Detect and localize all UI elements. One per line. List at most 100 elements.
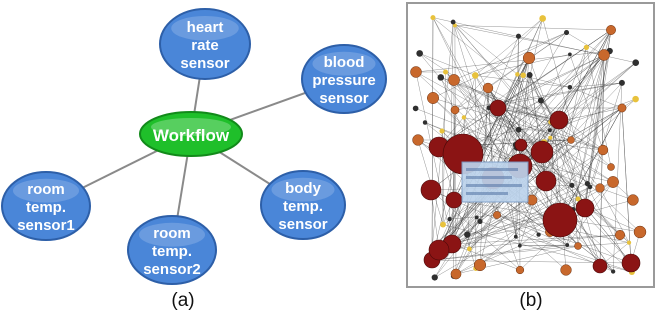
- network-leaf-node: [412, 105, 419, 112]
- network-edge: [584, 207, 641, 233]
- network-edge: [451, 54, 605, 245]
- node-label-line: sensor2: [143, 261, 201, 278]
- node-label-line: room: [153, 225, 191, 242]
- network-hub-node: [621, 253, 641, 273]
- network-leaf-node: [518, 243, 522, 248]
- network-edge: [570, 54, 605, 141]
- network-leaf-node: [515, 33, 522, 39]
- network-edge: [587, 183, 634, 201]
- network-hub-node: [575, 198, 595, 218]
- node-label-line: sensor: [180, 55, 229, 72]
- network-edge: [449, 214, 498, 220]
- network-leaf-node: [526, 72, 533, 78]
- network-edge: [543, 142, 604, 151]
- network-edge: [438, 57, 530, 251]
- network-leaf-node: [575, 196, 581, 202]
- network-edge: [440, 77, 543, 153]
- network-hub-node: [428, 239, 450, 261]
- network-hub-node: [549, 110, 569, 130]
- network-edge: [584, 149, 604, 209]
- network-mid-node: [598, 49, 610, 61]
- network-leaf-node: [632, 59, 640, 67]
- network-edge: [541, 29, 612, 153]
- network-edge: [475, 75, 521, 167]
- network-mid-node: [614, 229, 626, 241]
- network-mid-node: [450, 105, 460, 115]
- network-edge: [612, 82, 623, 272]
- network-mid-node: [606, 25, 616, 35]
- network-leaf-node: [584, 180, 591, 187]
- network-hub-node: [535, 170, 557, 192]
- network-leaf-node: [618, 79, 625, 86]
- network-edge: [431, 17, 434, 261]
- network-edge: [462, 54, 605, 155]
- network-edge: [432, 97, 604, 151]
- network-edge: [415, 50, 610, 73]
- node-label-line: temp.: [26, 199, 66, 216]
- network-edge: [475, 18, 543, 76]
- network-edge: [511, 18, 543, 160]
- network-edge: [487, 87, 551, 123]
- network-edge: [431, 244, 568, 261]
- network-edge: [454, 18, 543, 111]
- network-edge: [454, 25, 612, 31]
- network-edge: [520, 54, 605, 146]
- network-edge: [419, 53, 476, 76]
- network-leaf-node: [632, 95, 639, 103]
- network-mid-node: [482, 82, 494, 94]
- network-edge: [520, 144, 632, 264]
- network-leaf-node: [567, 84, 573, 90]
- network-edge: [515, 144, 601, 189]
- network-leaf-node: [437, 74, 445, 81]
- network-leaf-node: [416, 50, 423, 57]
- network-edge: [516, 62, 636, 148]
- network-leaf-node: [547, 128, 552, 133]
- network-edge: [445, 71, 573, 186]
- network-leaf-node: [610, 269, 616, 274]
- network-leaf-node: [515, 126, 522, 133]
- network-leaf-node: [563, 29, 570, 36]
- network-edge: [453, 32, 567, 81]
- network-edge: [540, 100, 604, 151]
- workflow-node: Workflow: [139, 111, 243, 157]
- network-edge: [432, 181, 614, 261]
- network-leaf-node: [464, 231, 471, 238]
- network-leaf-node: [461, 115, 467, 120]
- network-edge: [438, 54, 605, 251]
- network-mid-node: [617, 103, 627, 113]
- network-mid-node: [560, 264, 572, 276]
- network-leaf-node: [569, 182, 575, 188]
- network-mid-node: [522, 51, 536, 65]
- network-leaf-node: [430, 15, 436, 21]
- network-leaf-node: [466, 246, 472, 252]
- network-leaf-node: [548, 135, 553, 140]
- network-edge: [438, 185, 573, 251]
- network-edge: [469, 180, 547, 250]
- network-hub-node: [514, 138, 528, 152]
- network-graph-panel: (b): [406, 2, 655, 311]
- network-edge: [451, 234, 621, 245]
- network-mid-node: [627, 194, 639, 206]
- network-edge: [438, 107, 623, 251]
- network-edge: [431, 22, 454, 248]
- node-label-line: sensor1: [17, 217, 75, 234]
- network-leaf-node: [565, 243, 570, 248]
- network-tooltip: [461, 161, 529, 203]
- network-edge: [454, 82, 622, 111]
- network-leaf-node: [440, 221, 446, 228]
- network-leaf-node: [422, 120, 428, 125]
- network-mid-node: [607, 176, 619, 188]
- network-edge: [454, 25, 605, 56]
- network-edge: [452, 21, 521, 246]
- network-edge: [559, 29, 612, 221]
- caption-a: (a): [171, 290, 194, 311]
- node-label-line: body: [285, 180, 321, 197]
- network-mid-node: [574, 242, 582, 250]
- network-hub-node: [445, 191, 463, 209]
- network-leaf-node: [477, 218, 483, 224]
- network-hub-node: [542, 202, 578, 238]
